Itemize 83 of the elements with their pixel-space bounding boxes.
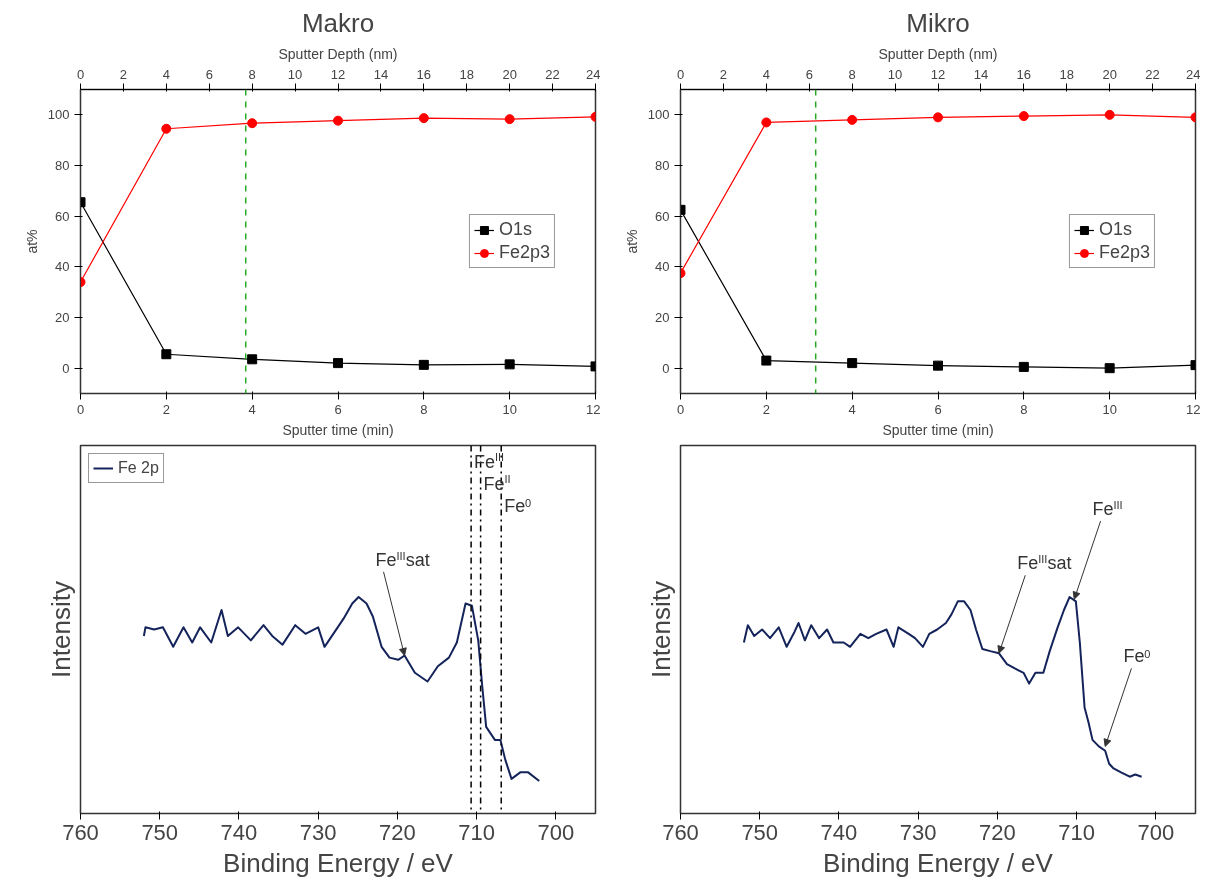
x-tick-label: 740 xyxy=(220,819,258,845)
x2-tick-label: 12 xyxy=(930,66,946,82)
x-tick-label: 2 xyxy=(762,401,770,417)
x-tick-label: 0 xyxy=(676,401,685,417)
legend-label: Fe2p3 xyxy=(1098,242,1150,263)
x-tick-label: 700 xyxy=(537,819,575,845)
x2-tick-label: 18 xyxy=(459,66,474,82)
x-tick-label: 4 xyxy=(248,401,256,417)
x-tick-label: 700 xyxy=(1137,819,1175,845)
x-axis-title: Sputter time (min) xyxy=(882,421,994,438)
x-tick-label: 750 xyxy=(741,819,779,845)
x2-tick-label: 14 xyxy=(973,66,989,82)
x-tick-label: 10 xyxy=(1102,401,1117,417)
x2-tick-label: 24 xyxy=(1186,66,1201,82)
x-tick-label: 8 xyxy=(420,401,428,417)
x-tick-label: 740 xyxy=(820,819,858,845)
x2-tick-label: 20 xyxy=(1102,66,1117,82)
x2-tick-label: 14 xyxy=(373,66,389,82)
x-axis-title: Binding Energy / eV xyxy=(823,847,1054,878)
chart-title: Mikro xyxy=(906,7,970,38)
x2-tick-label: 18 xyxy=(1059,66,1074,82)
x2-tick-label: 8 xyxy=(248,66,256,82)
legend-label: O1s xyxy=(1098,219,1132,240)
legend-label: Fe 2p xyxy=(118,459,159,477)
x-axis-title: Sputter time (min) xyxy=(282,421,394,438)
x-tick-label: 4 xyxy=(848,401,856,417)
y-axis-title: Intensity xyxy=(645,581,676,678)
x-tick-label: 8 xyxy=(1020,401,1028,417)
x-tick-label: 6 xyxy=(334,401,342,417)
y-tick-label: 40 xyxy=(55,259,70,275)
x-tick-label: 12 xyxy=(586,401,601,417)
x2-tick-label: 20 xyxy=(502,66,517,82)
legend-label: Fe2p3 xyxy=(498,242,550,263)
x2-tick-label: 0 xyxy=(76,66,85,82)
x-tick-label: 710 xyxy=(1058,819,1096,845)
legend-label: O1s xyxy=(498,219,532,240)
y-tick-label: 100 xyxy=(47,107,70,123)
x2-tick-label: 10 xyxy=(287,66,303,82)
x-tick-label: 720 xyxy=(979,819,1016,845)
x2-tick-label: 16 xyxy=(416,66,432,82)
y-tick-label: 100 xyxy=(647,107,670,123)
x2-tick-label: 6 xyxy=(805,66,813,82)
y-tick-label: 60 xyxy=(655,208,670,224)
x2-tick-label: 0 xyxy=(676,66,685,82)
y-tick-label: 0 xyxy=(62,360,70,376)
x-tick-label: 2 xyxy=(162,401,170,417)
y-tick-label: 20 xyxy=(55,310,70,325)
y-tick-label: 60 xyxy=(55,208,70,224)
x2-tick-label: 2 xyxy=(119,66,128,82)
x2-tick-label: 16 xyxy=(1016,66,1032,82)
x-tick-label: 6 xyxy=(934,401,942,417)
x2-tick-label: 10 xyxy=(887,66,903,82)
x2-tick-label: 2 xyxy=(719,66,728,82)
y-axis-title: at% xyxy=(23,229,40,254)
x-tick-label: 0 xyxy=(76,401,85,417)
x2-axis-title: Sputter Depth (nm) xyxy=(278,45,398,62)
x-tick-label: 12 xyxy=(1186,401,1201,417)
x2-tick-label: 6 xyxy=(205,66,213,82)
chart-title: Makro xyxy=(301,7,375,38)
x2-tick-label: 24 xyxy=(586,66,601,82)
x2-tick-label: 4 xyxy=(162,66,170,82)
x2-axis-title: Sputter Depth (nm) xyxy=(878,45,998,62)
x-tick-label: 10 xyxy=(502,401,517,417)
x-tick-label: 760 xyxy=(662,819,699,845)
y-axis-title: at% xyxy=(623,229,640,254)
x-tick-label: 750 xyxy=(141,819,179,845)
x2-tick-label: 4 xyxy=(762,66,770,82)
x2-tick-label: 22 xyxy=(1145,66,1160,82)
x-tick-label: 720 xyxy=(379,819,416,845)
x-tick-label: 760 xyxy=(62,819,99,845)
y-tick-label: 80 xyxy=(655,158,670,173)
y-tick-label: 40 xyxy=(655,259,670,275)
x2-tick-label: 8 xyxy=(848,66,856,82)
x2-tick-label: 22 xyxy=(545,66,560,82)
x-tick-label: 730 xyxy=(299,819,337,845)
x-tick-label: 710 xyxy=(458,819,496,845)
y-tick-label: 20 xyxy=(655,310,670,325)
x-tick-label: 730 xyxy=(899,819,937,845)
y-tick-label: 0 xyxy=(662,360,670,376)
y-tick-label: 80 xyxy=(55,158,70,173)
x-axis-title: Binding Energy / eV xyxy=(223,847,454,878)
y-axis-title: Intensity xyxy=(45,581,76,678)
x2-tick-label: 12 xyxy=(330,66,346,82)
